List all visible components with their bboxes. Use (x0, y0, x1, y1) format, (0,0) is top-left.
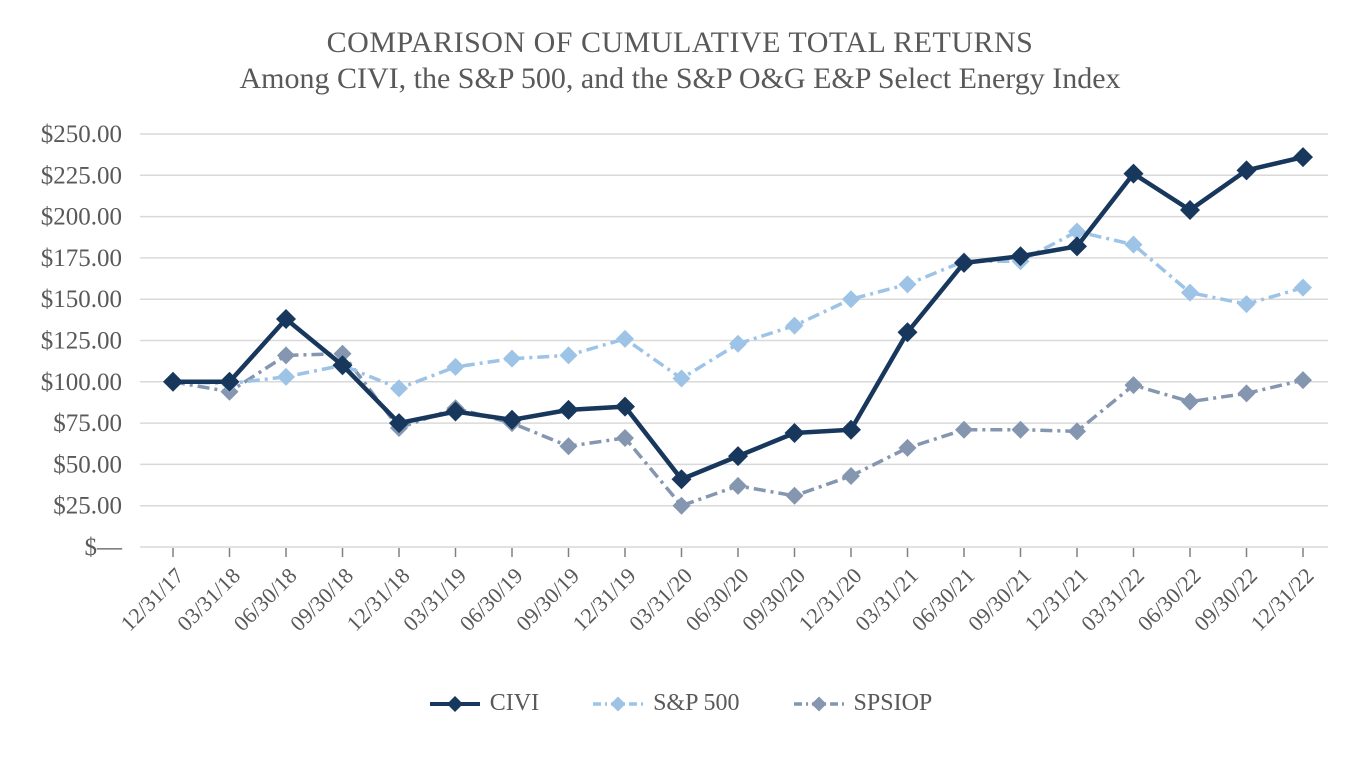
data-point-s-p-500 (390, 379, 408, 398)
data-point-spsiop (1181, 392, 1199, 411)
data-point-spsiop (672, 496, 691, 515)
s-p-500-legend-swatch-icon (593, 696, 644, 711)
y-axis-tick-label: $150.00 (41, 286, 122, 313)
chart-legend: CIVI S&P 500 SPSIOP (0, 690, 1360, 717)
data-point-civi (784, 423, 805, 444)
spsiop-legend-swatch-icon (793, 696, 844, 711)
y-axis-tick-label: $175.00 (41, 245, 122, 272)
legend-diamond-icon (811, 696, 827, 711)
series-line-civi (173, 154, 1304, 482)
chart-plot: $— $25.00 $50.00 $75.00 $100.00 $125.00 $150.0… (41, 121, 1328, 636)
data-point-civi (671, 469, 692, 490)
data-point-s-p-500 (446, 357, 465, 376)
data-point-spsiop (559, 437, 578, 456)
data-point-s-p-500 (1237, 295, 1256, 314)
data-point-civi (841, 419, 861, 440)
data-point-civi (615, 396, 635, 417)
chart-subtitle: Among CIVI, the S&P 500, and the S&P O&G… (239, 62, 1121, 95)
data-point-civi (897, 322, 918, 343)
y-axis-tick-label: $125.00 (41, 328, 122, 355)
data-point-s-p-500 (842, 290, 860, 309)
data-point-spsiop (898, 438, 917, 457)
civi-legend-swatch-icon (429, 695, 480, 712)
data-point-civi (1010, 246, 1031, 267)
data-point-civi (728, 446, 748, 467)
y-axis-tick-label: $25.00 (53, 493, 122, 520)
data-point-s-p-500 (616, 329, 634, 348)
data-point-spsiop (842, 466, 860, 485)
legend-diamond-icon (610, 696, 626, 711)
y-axis-tick-label: $225.00 (41, 162, 122, 189)
data-point-spsiop (1068, 422, 1086, 441)
legend-label: CIVI (489, 690, 540, 716)
data-point-s-p-500 (1294, 278, 1312, 297)
data-point-spsiop (277, 346, 295, 365)
y-axis-tick-label: $200.00 (41, 204, 122, 231)
data-point-spsiop (785, 486, 804, 505)
y-axis-tick-label: $250.00 (41, 121, 122, 148)
chart-title: COMPARISON OF CUMULATIVE TOTAL RETURNS (326, 26, 1034, 59)
data-point-spsiop (1294, 371, 1312, 390)
data-point-spsiop (955, 420, 973, 439)
data-point-s-p-500 (729, 334, 747, 353)
data-point-s-p-500 (672, 369, 691, 388)
y-axis-tick-label: $50.00 (53, 451, 122, 478)
legend-item-spsiop: SPSIOP (792, 690, 933, 717)
data-point-civi (445, 401, 466, 422)
legend-item-s-p-500: S&P 500 (591, 690, 740, 717)
y-axis-tick-label: $100.00 (41, 369, 122, 396)
data-point-civi (163, 371, 183, 392)
data-point-spsiop (729, 476, 747, 495)
legend-label: SPSIOP (853, 690, 933, 716)
data-point-civi (502, 409, 522, 430)
data-point-s-p-500 (1124, 235, 1143, 254)
data-point-s-p-500 (503, 349, 521, 368)
y-axis-tick-label: $— (85, 534, 124, 561)
data-point-spsiop (1124, 376, 1143, 395)
data-point-civi (1180, 199, 1200, 220)
data-point-civi (276, 309, 296, 330)
data-point-civi (1293, 147, 1313, 168)
data-point-s-p-500 (277, 367, 295, 386)
legend-diamond-icon (446, 695, 463, 712)
y-axis-tick-label: $75.00 (53, 410, 122, 437)
data-point-s-p-500 (1068, 222, 1086, 241)
data-point-civi (1123, 163, 1144, 184)
data-point-civi (389, 413, 409, 434)
data-point-s-p-500 (785, 316, 804, 335)
data-point-spsiop (1237, 384, 1256, 403)
legend-label: S&P 500 (653, 690, 740, 716)
data-point-s-p-500 (559, 346, 578, 365)
x-axis-tick-label: 12/31/22 (1246, 563, 1319, 636)
data-point-civi (332, 355, 353, 376)
data-point-s-p-500 (1181, 283, 1199, 302)
data-point-spsiop (616, 428, 634, 447)
legend-item-civi: CIVI (428, 690, 539, 717)
data-point-civi (558, 399, 579, 420)
data-point-civi (1236, 160, 1257, 181)
data-point-s-p-500 (898, 275, 917, 294)
data-point-spsiop (1011, 420, 1030, 439)
data-point-civi (954, 252, 974, 273)
data-point-civi (1067, 236, 1087, 257)
data-point-civi (219, 371, 240, 392)
data-point-spsiop (333, 344, 352, 363)
